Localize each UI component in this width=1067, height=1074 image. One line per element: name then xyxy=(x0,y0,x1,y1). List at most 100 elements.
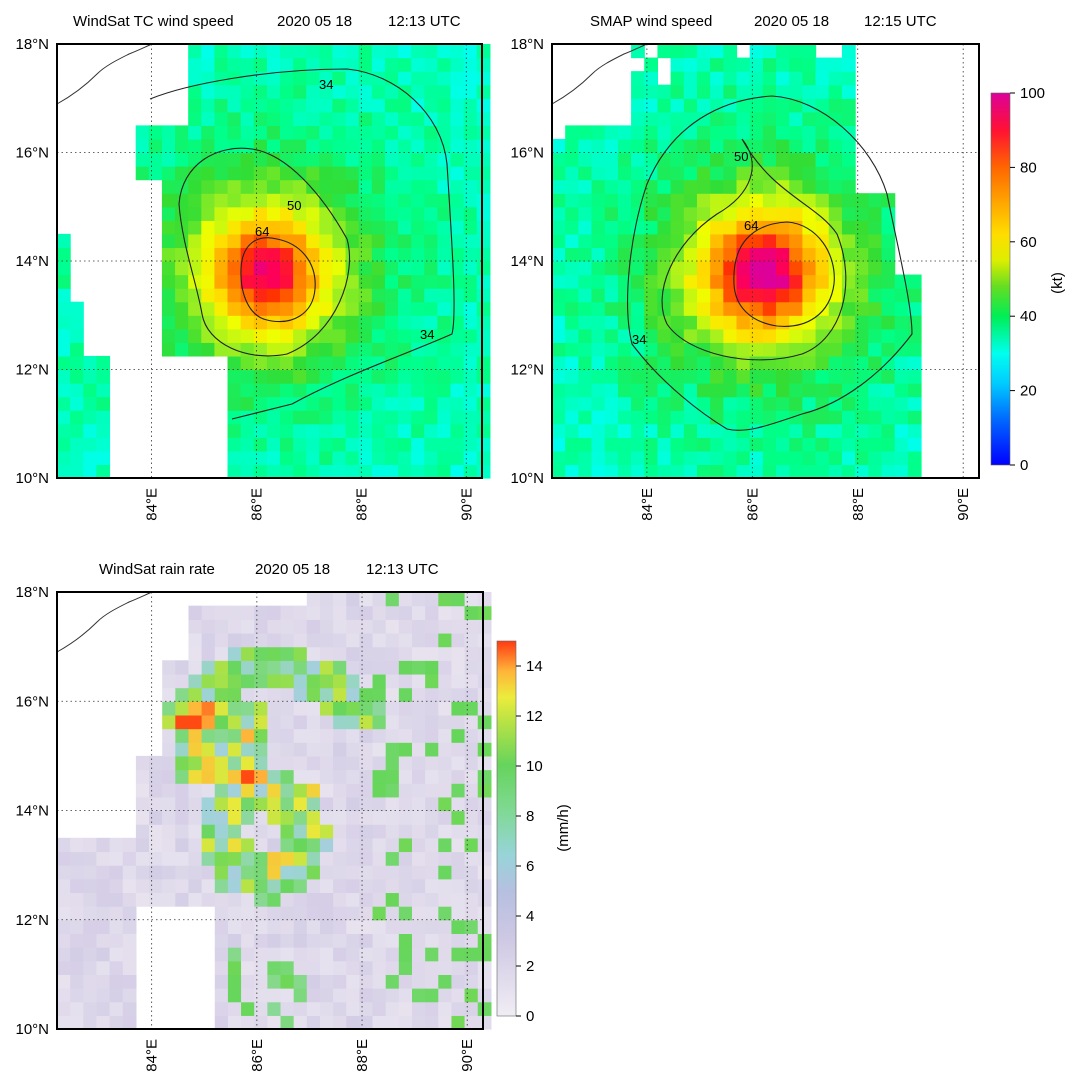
data-cell xyxy=(346,1015,361,1030)
data-cell xyxy=(201,742,216,757)
data-cell xyxy=(412,632,426,648)
data-cell xyxy=(617,179,632,194)
data-cell xyxy=(70,450,84,466)
data-cell xyxy=(332,369,347,384)
data-cell xyxy=(476,220,491,235)
data-cell xyxy=(253,125,268,140)
data-cell xyxy=(266,152,281,167)
data-cell xyxy=(385,796,400,812)
data-cell xyxy=(437,152,452,167)
data-cell xyxy=(214,742,229,757)
data-cell xyxy=(162,865,176,880)
data-cell xyxy=(670,383,685,398)
data-cell xyxy=(868,437,883,452)
lat-tick-label: 14°N xyxy=(510,253,544,270)
data-cell xyxy=(412,646,426,661)
data-cell xyxy=(881,274,896,289)
data-cell xyxy=(214,988,229,1003)
data-cell xyxy=(345,383,360,398)
data-cell xyxy=(815,71,830,86)
data-cell xyxy=(828,98,843,113)
data-cell xyxy=(280,892,295,907)
data-cell xyxy=(201,619,216,634)
data-cell xyxy=(411,396,425,411)
data-cell xyxy=(227,796,242,812)
data-cell xyxy=(359,878,374,894)
data-cell xyxy=(293,837,308,853)
data-cell xyxy=(815,342,830,357)
data-cell xyxy=(776,437,790,452)
data-cell xyxy=(398,138,412,154)
data-cell xyxy=(789,288,803,303)
data-cell xyxy=(802,464,817,479)
data-cell xyxy=(332,193,347,208)
data-cell xyxy=(280,837,295,853)
data-cell xyxy=(293,687,308,702)
data-cell xyxy=(450,247,465,262)
data-cell xyxy=(451,592,466,607)
data-cell xyxy=(683,166,698,181)
data-cell xyxy=(762,274,777,289)
data-cell xyxy=(266,111,281,126)
data-cell xyxy=(149,824,163,839)
data-cell xyxy=(359,988,374,1003)
data-cell xyxy=(359,837,374,853)
data-cell xyxy=(437,383,452,398)
data-cell xyxy=(565,152,579,167)
data-cell xyxy=(293,247,307,262)
data-cell xyxy=(306,728,321,743)
data-cell xyxy=(359,933,374,948)
data-cell xyxy=(306,769,321,784)
data-cell xyxy=(241,988,255,1003)
data-cell xyxy=(578,206,593,221)
data-cell xyxy=(644,301,659,316)
data-cell xyxy=(293,166,307,181)
data-cell xyxy=(723,57,738,72)
data-cell xyxy=(683,464,698,479)
data-cell xyxy=(736,57,751,72)
data-cell xyxy=(385,605,400,620)
data-cell xyxy=(279,464,294,479)
data-cell xyxy=(631,328,645,343)
data-cell xyxy=(175,796,190,812)
data-cell xyxy=(135,166,150,181)
data-cell xyxy=(591,328,606,343)
data-cell xyxy=(736,138,751,154)
data-cell xyxy=(578,410,593,425)
lon-tick-label: 84°E xyxy=(144,1039,161,1072)
data-cell xyxy=(306,328,320,343)
data-cell xyxy=(384,437,399,452)
data-cell xyxy=(631,193,645,208)
data-cell xyxy=(385,960,400,975)
data-cell xyxy=(214,783,229,798)
data-cell xyxy=(565,301,579,316)
data-cell xyxy=(802,437,817,452)
data-cell xyxy=(631,301,645,316)
data-cell xyxy=(815,288,830,303)
data-cell xyxy=(451,865,466,880)
panel-1-frame xyxy=(56,43,483,479)
data-cell xyxy=(96,892,111,907)
data-cell xyxy=(451,933,466,948)
data-cell xyxy=(789,125,803,140)
data-cell xyxy=(253,450,268,466)
data-cell xyxy=(57,878,71,894)
data-cell xyxy=(552,450,566,466)
data-cell xyxy=(631,220,645,235)
data-cell xyxy=(293,328,307,343)
data-cell xyxy=(683,138,698,154)
data-cell xyxy=(385,646,400,661)
data-cell xyxy=(227,947,242,962)
data-cell xyxy=(319,728,334,743)
data-cell xyxy=(149,892,163,907)
data-cell xyxy=(346,824,361,839)
data-cell xyxy=(644,247,659,262)
data-cell xyxy=(451,714,466,730)
data-cell xyxy=(631,84,645,99)
data-cell xyxy=(552,166,566,181)
data-cell xyxy=(267,660,282,675)
data-cell xyxy=(371,166,386,181)
data-cell xyxy=(710,383,724,398)
data-cell xyxy=(670,125,685,140)
